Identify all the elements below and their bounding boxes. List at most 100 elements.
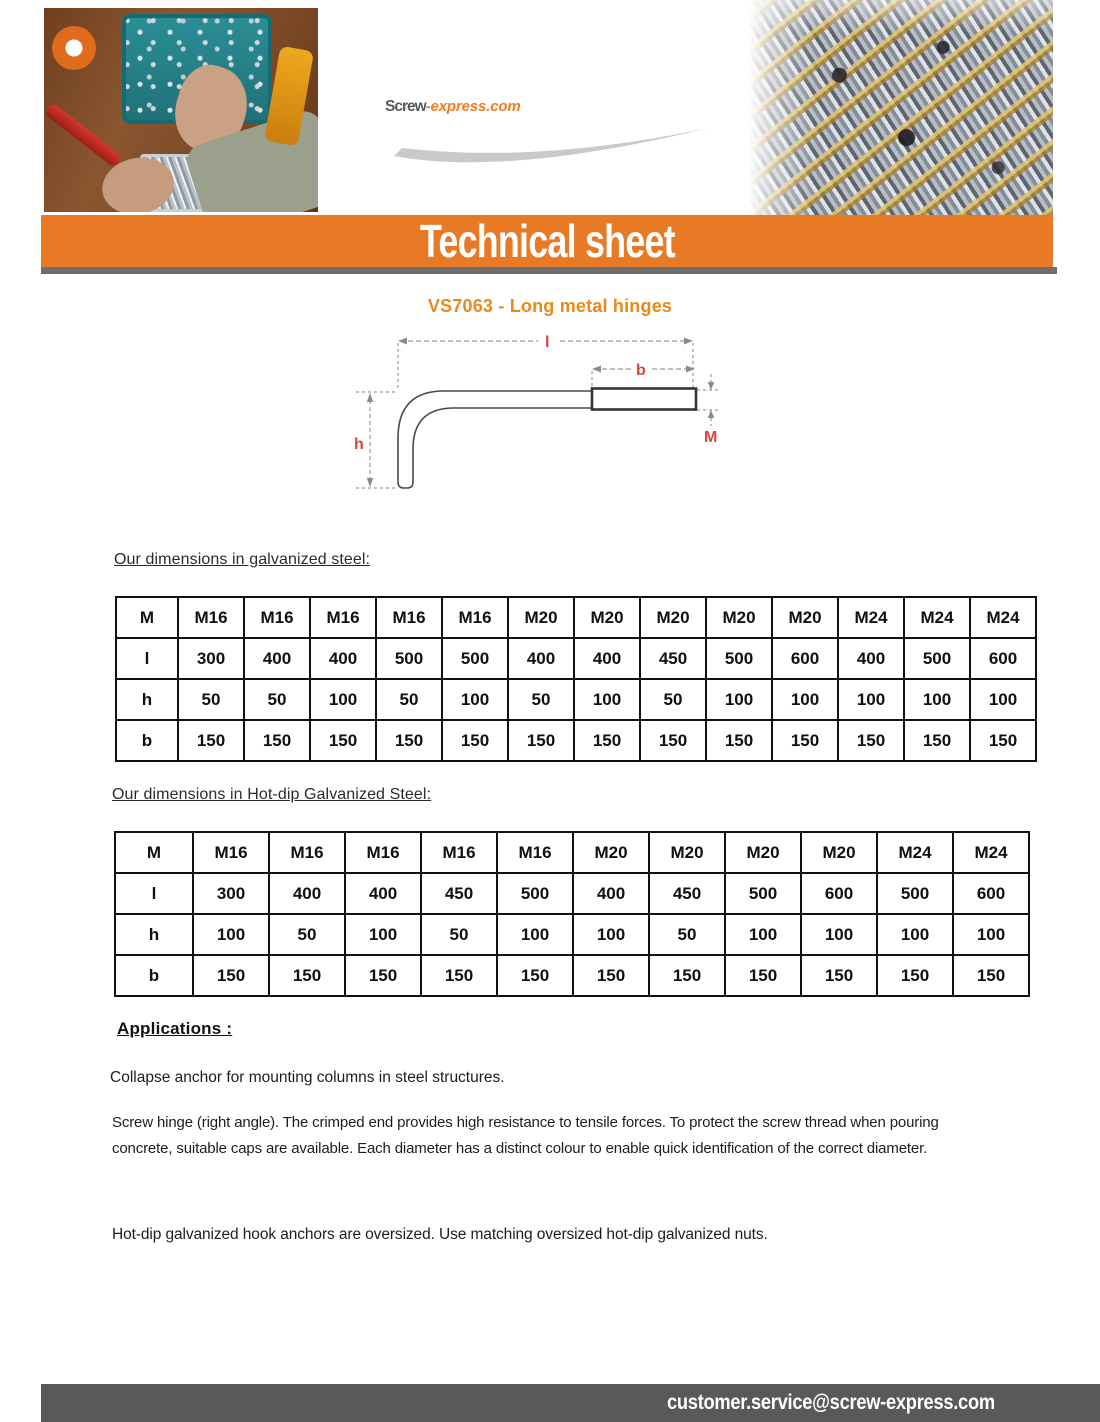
- diagram-length-label: l: [545, 334, 549, 351]
- value-cell: 150: [648, 954, 726, 997]
- value-cell: 100: [344, 913, 422, 956]
- value-cell: 100: [800, 913, 878, 956]
- value-cell: 150: [496, 954, 574, 997]
- workbench-photo: [44, 8, 318, 212]
- value-cell: M16: [344, 831, 422, 874]
- value-cell: M24: [969, 596, 1037, 639]
- value-cell: 500: [705, 637, 773, 680]
- logo-swoosh-icon: [394, 128, 708, 163]
- row-header-cell: b: [114, 954, 194, 997]
- product-title: VS7063 - Long metal hinges: [427, 296, 673, 316]
- row-header-cell: h: [115, 678, 179, 721]
- value-cell: 450: [420, 872, 498, 915]
- value-cell: 400: [837, 637, 905, 680]
- logo-text-primary: Screw: [385, 98, 427, 115]
- value-cell: M24: [952, 831, 1030, 874]
- value-cell: M20: [639, 596, 707, 639]
- value-cell: 50: [177, 678, 245, 721]
- table-row: h 100 50 100 50 100 100 50 100 100 100 100: [114, 913, 1030, 956]
- value-cell: M16: [420, 831, 498, 874]
- value-cell: 500: [496, 872, 574, 915]
- technical-sheet-banner: Technical sheet: [41, 215, 1053, 267]
- value-cell: 300: [192, 872, 270, 915]
- value-cell: 400: [309, 637, 377, 680]
- galvanized-table-caption: Our dimensions in galvanized steel:: [114, 551, 371, 568]
- value-cell: 50: [243, 678, 311, 721]
- threaded-end: [590, 387, 698, 411]
- value-cell: 400: [268, 872, 346, 915]
- value-cell: M16: [192, 831, 270, 874]
- value-cell: 450: [648, 872, 726, 915]
- row-header-cell: l: [114, 872, 194, 915]
- value-cell: 150: [268, 954, 346, 997]
- application-paragraph: Collapse anchor for mounting columns in …: [110, 1069, 505, 1086]
- value-cell: 500: [724, 872, 802, 915]
- brand-logo: Screw-express.com: [385, 74, 735, 121]
- value-cell: 400: [572, 872, 650, 915]
- value-cell: 500: [903, 637, 971, 680]
- value-cell: 150: [572, 954, 650, 997]
- value-cell: M24: [876, 831, 954, 874]
- value-cell: 150: [375, 719, 443, 762]
- value-cell: 400: [243, 637, 311, 680]
- value-cell: M20: [771, 596, 839, 639]
- value-cell: M16: [496, 831, 574, 874]
- value-cell: M16: [375, 596, 443, 639]
- value-cell: M20: [705, 596, 773, 639]
- value-cell: 500: [375, 637, 443, 680]
- value-cell: 150: [903, 719, 971, 762]
- value-cell: 150: [771, 719, 839, 762]
- value-cell: 100: [192, 913, 270, 956]
- value-cell: M16: [441, 596, 509, 639]
- logo-text-secondary: -express.com: [425, 98, 521, 115]
- value-cell: 150: [420, 954, 498, 997]
- value-cell: M20: [572, 831, 650, 874]
- value-cell: 100: [573, 678, 641, 721]
- value-cell: 100: [441, 678, 509, 721]
- value-cell: 150: [876, 954, 954, 997]
- value-cell: 100: [903, 678, 971, 721]
- value-cell: 100: [837, 678, 905, 721]
- value-cell: 100: [969, 678, 1037, 721]
- value-cell: 100: [771, 678, 839, 721]
- value-cell: 600: [771, 637, 839, 680]
- row-header-cell: h: [114, 913, 194, 956]
- value-cell: 50: [639, 678, 707, 721]
- value-cell: 100: [572, 913, 650, 956]
- value-cell: 150: [800, 954, 878, 997]
- diagram-height-label: h: [354, 436, 364, 453]
- value-cell: 500: [441, 637, 509, 680]
- value-cell: 150: [573, 719, 641, 762]
- table-row: b 150 150 150 150 150 150 150 150 150 150 150 150 150: [115, 719, 1037, 762]
- value-cell: M20: [800, 831, 878, 874]
- customer-service-email: customer.service@screw-express.com: [667, 1391, 995, 1414]
- value-cell: 100: [876, 913, 954, 956]
- value-cell: 400: [507, 637, 575, 680]
- value-cell: M16: [177, 596, 245, 639]
- value-cell: 150: [969, 719, 1037, 762]
- row-header-cell: M: [115, 596, 179, 639]
- value-cell: M16: [309, 596, 377, 639]
- row-header-cell: M: [114, 831, 194, 874]
- application-paragraph: Hot-dip galvanized hook anchors are over…: [112, 1226, 768, 1243]
- hot-dip-table-caption: Our dimensions in Hot-dip Galvanized Ste…: [112, 786, 432, 803]
- table-row: l 300 400 400 450 500 400 450 500 600 500 600: [114, 872, 1030, 915]
- value-cell: M16: [268, 831, 346, 874]
- application-paragraph: Screw hinge (right angle). The crimped e…: [112, 1114, 939, 1157]
- tape-measure: [52, 26, 96, 70]
- value-cell: 150: [639, 719, 707, 762]
- value-cell: 100: [705, 678, 773, 721]
- value-cell: M24: [903, 596, 971, 639]
- value-cell: 600: [800, 872, 878, 915]
- row-header-cell: b: [115, 719, 179, 762]
- value-cell: 150: [177, 719, 245, 762]
- table-row: M M16 M16 M16 M16 M16 M20 M20 M20 M20 M24 M24: [114, 831, 1030, 874]
- hinge-dimension-diagram: l b h M: [354, 334, 720, 489]
- applications-heading: Applications :: [117, 1019, 233, 1038]
- galvanized-dimensions-table: M M16 M16 M16 M16 M16 M20 M20 M20 M20 M20 M24 M24 M24…: [115, 596, 1037, 762]
- table-row: h 50 50 100 50 100 50 100 50 100 100 100 100 100: [115, 678, 1037, 721]
- value-cell: 100: [724, 913, 802, 956]
- diagram-thread-label: b: [636, 362, 646, 379]
- value-cell: 150: [441, 719, 509, 762]
